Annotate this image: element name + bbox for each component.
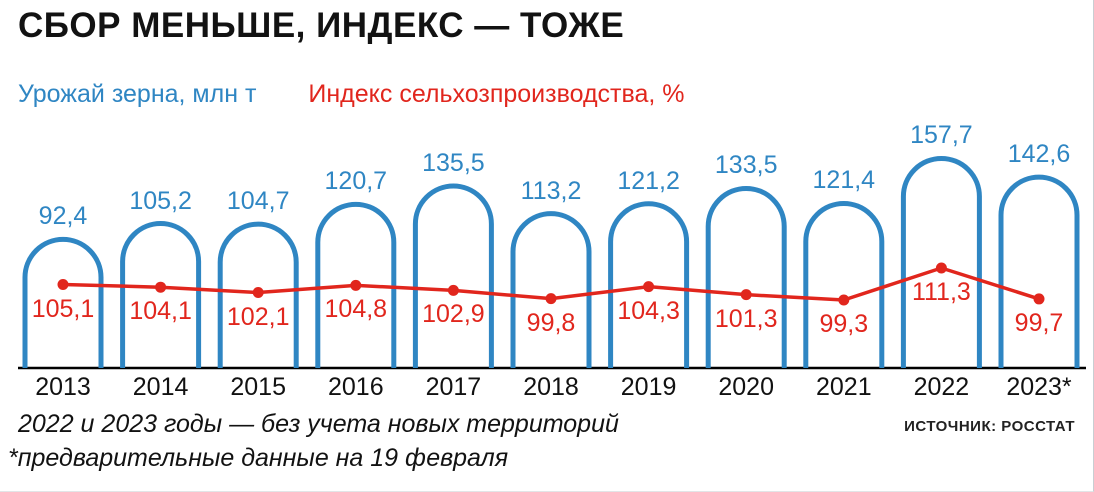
bar-value-label: 121,2 xyxy=(617,166,680,195)
line-point xyxy=(57,279,69,291)
year-label: 2016 xyxy=(327,373,384,401)
bar-value-label: 105,2 xyxy=(129,186,192,215)
bar-outline xyxy=(803,200,885,368)
bar-value-label: 121,4 xyxy=(812,166,876,195)
line-value-label: 99,7 xyxy=(1014,308,1064,337)
bar-value-label: 104,7 xyxy=(226,187,290,216)
year-label: 2017 xyxy=(425,373,482,401)
year-label: 2014 xyxy=(132,373,189,401)
line-value-label: 99,8 xyxy=(526,308,576,337)
year-label: 2023* xyxy=(1006,373,1072,401)
bar-value-label: 133,5 xyxy=(714,151,778,180)
bar-outline xyxy=(705,185,787,368)
line-value-label: 101,3 xyxy=(714,304,778,333)
bar-value-label: 113,2 xyxy=(520,176,582,205)
bar-outline xyxy=(217,221,299,368)
bar-outline xyxy=(315,201,397,368)
year-label: 2019 xyxy=(620,373,677,401)
legend-line-label: Индекс сельхозпроизводства, % xyxy=(308,80,685,108)
line-value-label: 111,3 xyxy=(911,278,971,306)
line-value-label: 104,3 xyxy=(617,296,680,325)
bar-outline xyxy=(510,211,592,368)
footnote-preliminary: *предварительные данные на 19 февраля xyxy=(8,444,509,472)
line-point xyxy=(545,293,557,305)
line-point xyxy=(643,281,655,293)
line-point xyxy=(350,279,362,291)
year-label: 2020 xyxy=(718,373,774,401)
line-point xyxy=(252,287,264,299)
bar-value-label: 135,5 xyxy=(422,148,485,177)
bar-outline xyxy=(22,236,104,368)
bar-outline xyxy=(412,183,494,368)
year-label: 2013 xyxy=(35,373,91,401)
year-label: 2021 xyxy=(815,373,872,401)
bar-outline xyxy=(998,174,1080,368)
line-point xyxy=(155,281,167,293)
line-point xyxy=(740,289,752,301)
line-point xyxy=(935,262,947,274)
bar-outline xyxy=(900,155,982,368)
legend-bars-label: Урожай зерна, млн т xyxy=(18,80,257,108)
bar-value-label: 157,7 xyxy=(910,121,973,150)
line-value-label: 104,8 xyxy=(324,295,388,324)
line-point xyxy=(447,284,459,296)
line-value-label: 102,9 xyxy=(422,300,485,329)
footnote-territories: 2022 и 2023 годы — без учета новых терри… xyxy=(18,410,619,438)
source-label: ИСТОЧНИК: РОССТАТ xyxy=(904,418,1075,435)
line-value-label: 99,3 xyxy=(819,310,869,338)
year-label: 2018 xyxy=(523,373,579,401)
line-value-label: 104,1 xyxy=(129,297,192,326)
chart-title: СБОР МЕНЬШЕ, ИНДЕКС — ТОЖЕ xyxy=(18,6,625,45)
line-value-label: 102,1 xyxy=(226,302,290,331)
line-point xyxy=(1033,293,1045,305)
bar-outline xyxy=(608,201,690,368)
year-label: 2015 xyxy=(230,373,286,401)
chart-legend: Урожай зерна, млн т Индекс сельхозпроизво… xyxy=(18,80,685,109)
line-point xyxy=(838,294,850,306)
line-value-label: 105,1 xyxy=(31,294,95,323)
bar-value-label: 92,4 xyxy=(38,202,88,231)
bar-outline xyxy=(120,221,202,368)
bar-value-label: 142,6 xyxy=(1007,140,1071,169)
year-label: 2022 xyxy=(913,373,970,401)
bar-value-label: 120,7 xyxy=(324,167,388,196)
